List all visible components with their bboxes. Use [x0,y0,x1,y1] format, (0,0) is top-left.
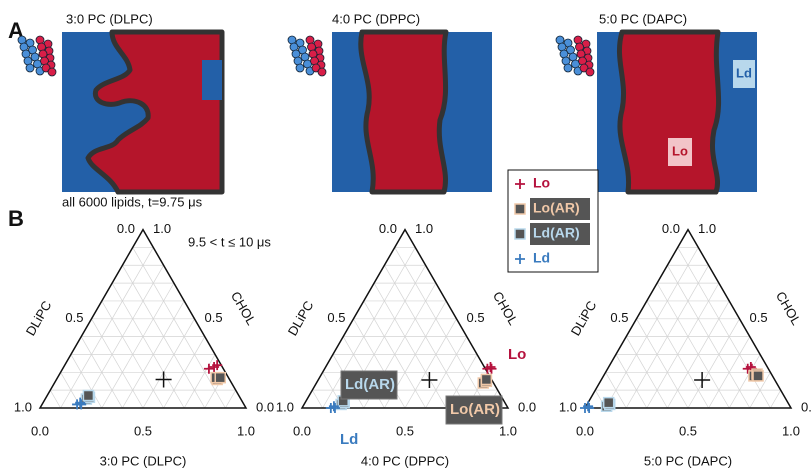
right-tick-label: 0.5 [467,310,485,325]
right-tick-label: 0.5 [750,310,768,325]
phase-label: Ld [736,65,752,80]
grid-line [61,247,154,408]
x-tick-label: 0.0 [31,423,49,438]
x-tick-label: 1.0 [782,423,800,438]
snapshot-title: 5:0 PC (DAPC) [599,11,687,26]
annotation: Ld [340,431,358,448]
point [215,373,225,383]
annotation: 9.5 < t ≤ 10 μs [188,234,271,249]
bead [296,64,304,72]
snapshot: 4:0 PC (DPPC) [332,11,492,192]
chart-title: 3:0 PC (DLPC) [100,453,187,468]
annotation: Lo(AR) [450,401,500,418]
left-tick-label: 0.5 [610,310,628,325]
right-tick-label: 0.5 [205,310,223,325]
grid-line [395,247,488,408]
axis-label: DLiPC [285,298,317,338]
figure: A B 3:0 PC (DLPC) all 6000 lipids, t=9.7… [0,0,811,470]
chart-title: 4:0 PC (DPPC) [361,453,449,468]
point [604,398,614,408]
bead [26,64,34,72]
axis-label: CHOL [490,289,521,328]
legend-label: Lo(AR) [533,200,580,216]
right-tick-label: 0.0 [518,399,536,414]
point [515,204,525,214]
annotation: Ld(AR) [345,376,395,393]
grid-line [405,319,457,408]
center-marker [421,372,437,388]
center-marker [156,371,172,387]
legend-label: Lo [533,175,550,191]
grid-line [225,390,235,408]
snapshot-title: 3:0 PC (DLPC) [66,11,153,26]
left-tick-label: 0.5 [327,310,345,325]
legend-label: Ld [533,250,550,266]
axis-label: CHOL [228,289,259,328]
right-tick-label: 0.0 [256,399,274,414]
left-tick-label: 0.5 [65,310,83,325]
axis-label: DLiPC [23,298,55,338]
right-tick-label: 1.0 [153,221,171,236]
grid-line [688,319,740,408]
axis-label: DLiPC [568,298,600,338]
bead [564,64,572,72]
grid-line [50,390,60,408]
grid-line [143,319,195,408]
x-tick-label: 0.5 [396,423,414,438]
x-tick-label: 0.5 [679,423,697,438]
x-tick-label: 0.0 [293,423,311,438]
x-tick-label: 0.5 [134,423,152,438]
grid-line [312,390,322,408]
grid-line [647,283,719,408]
left-tick-label: 0.0 [662,221,680,236]
legend: Lo Lo(AR) Ld(AR) Ld [508,170,598,272]
right-tick-label: 0.0 [801,399,811,414]
left-tick-label: 1.0 [276,399,294,414]
grid-line [92,319,144,408]
snapshot-note: all 6000 lipids, t=9.75 μs [62,194,203,209]
snapshot: 3:0 PC (DLPC) all 6000 lipids, t=9.75 μs [62,11,222,209]
grid-line [637,319,689,408]
chart-title: 5:0 PC (DAPC) [644,453,732,468]
bead [318,68,326,76]
panel-label: B [8,206,24,231]
point [515,229,525,239]
x-tick-label: 1.0 [499,423,517,438]
grid-line [606,247,699,408]
axis-label: CHOL [773,289,804,328]
bead [586,68,594,76]
annotation: Lo [508,346,526,363]
legend-label: Ld(AR) [533,225,580,241]
point [753,371,763,381]
right-tick-label: 1.0 [698,221,716,236]
x-tick-label: 0.0 [576,423,594,438]
grid-line [112,283,184,408]
bead [48,68,56,76]
grid-line [616,354,647,408]
left-tick-label: 0.0 [379,221,397,236]
left-tick-label: 1.0 [559,399,577,414]
point [481,374,491,384]
snapshot-title: 4:0 PC (DPPC) [332,11,420,26]
grid-line [770,390,780,408]
grid-line [657,283,729,408]
point [83,391,93,401]
grid-line [678,247,771,408]
phase-label: Lo [672,143,688,158]
snapshot: 5:0 PC (DAPC) Ld Lo [597,11,757,192]
right-tick-label: 1.0 [415,221,433,236]
x-tick-label: 1.0 [237,423,255,438]
left-tick-label: 1.0 [14,399,32,414]
grid-line [102,283,174,408]
left-tick-label: 0.0 [117,221,135,236]
